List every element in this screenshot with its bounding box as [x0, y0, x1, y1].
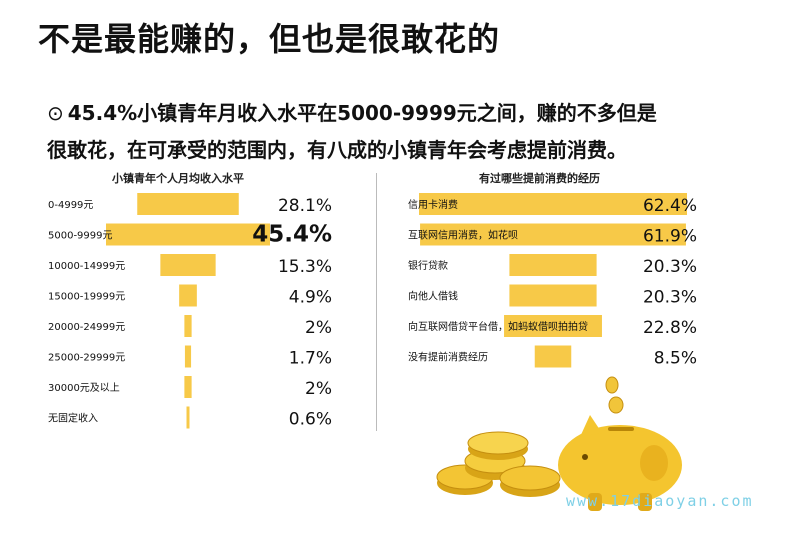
- data-label: 0.6%: [289, 410, 332, 430]
- category-label: 银行贷款: [408, 259, 448, 272]
- chart-bar: [419, 193, 687, 215]
- data-label: 45.4%: [252, 222, 332, 248]
- category-label: 信用卡消费: [408, 198, 458, 211]
- chart-bar: [509, 284, 597, 307]
- data-label: 4.9%: [289, 288, 332, 308]
- lead-line-1: ⊙ 45.4%小镇青年月收入水平在5000-9999元之间，赚的不多但是: [47, 95, 767, 132]
- data-label: 62.4%: [643, 196, 697, 216]
- chart-bar: [184, 315, 192, 337]
- data-label: 2%: [305, 379, 332, 399]
- data-label: 61.9%: [643, 227, 697, 247]
- category-label: 0-4999元: [48, 200, 93, 211]
- chart-bar: [106, 223, 270, 246]
- chart-bar: [534, 345, 572, 368]
- data-label: 22.8%: [643, 318, 697, 338]
- category-label: 无固定收入: [48, 412, 98, 425]
- chart-bar: [184, 376, 192, 398]
- piggy-bank-icon: [558, 415, 682, 511]
- data-label: 15.3%: [278, 257, 332, 277]
- bullet-icon: ⊙: [47, 101, 64, 125]
- category-label: 20000-24999元: [48, 322, 125, 333]
- chart-bar: [504, 315, 602, 337]
- chart-bar: [420, 223, 686, 246]
- coin-stack-icon: [436, 431, 561, 497]
- category-label: 没有提前消费经历: [408, 351, 488, 364]
- income-chart-title: 小镇青年个人月均收入水平: [112, 172, 244, 185]
- lead-line-1-text: 45.4%小镇青年月收入水平在5000-9999元之间，赚的不多但是: [67, 101, 657, 125]
- chart-bar: [160, 254, 216, 276]
- page-title: 不是最能赚的，但也是很敢花的: [38, 20, 501, 58]
- data-label: 20.3%: [643, 288, 697, 308]
- chart-bar: [137, 193, 239, 215]
- consumption-chart-title: 有过哪些提前消费的经历: [479, 172, 600, 185]
- falling-coin-icon: [605, 376, 624, 414]
- category-label: 25000-29999元: [48, 353, 125, 364]
- chart-bar: [186, 406, 190, 429]
- category-label: 15000-19999元: [48, 292, 125, 303]
- category-label: 30000元及以上: [48, 382, 120, 394]
- coins-and-piggy-bank-illustration: [436, 376, 682, 511]
- category-label: 向他人借钱: [408, 290, 458, 303]
- data-label: 28.1%: [278, 196, 332, 216]
- watermark: www.17diaoyan.com: [566, 492, 754, 510]
- data-label: 2%: [305, 318, 332, 338]
- lead-line-2: 很敢花，在可承受的范围内，有八成的小镇青年会考虑提前消费。: [47, 138, 627, 162]
- category-label: 向互联网借贷平台借，如蚂蚁借呗拍拍贷: [408, 320, 588, 333]
- category-label: 10000-14999元: [48, 261, 125, 272]
- data-label: 20.3%: [643, 257, 697, 277]
- chart-bar: [509, 254, 597, 276]
- category-label: 互联网信用消费，如花呗: [408, 229, 518, 242]
- data-label: 1.7%: [289, 349, 332, 369]
- category-label: 5000-9999元: [48, 231, 113, 242]
- chart-bar: [184, 345, 192, 368]
- data-label: 8.5%: [654, 349, 697, 369]
- lead-paragraph: ⊙ 45.4%小镇青年月收入水平在5000-9999元之间，赚的不多但是 很敢花，…: [47, 95, 767, 169]
- chart-bar: [179, 284, 197, 307]
- chart-divider: [376, 173, 377, 431]
